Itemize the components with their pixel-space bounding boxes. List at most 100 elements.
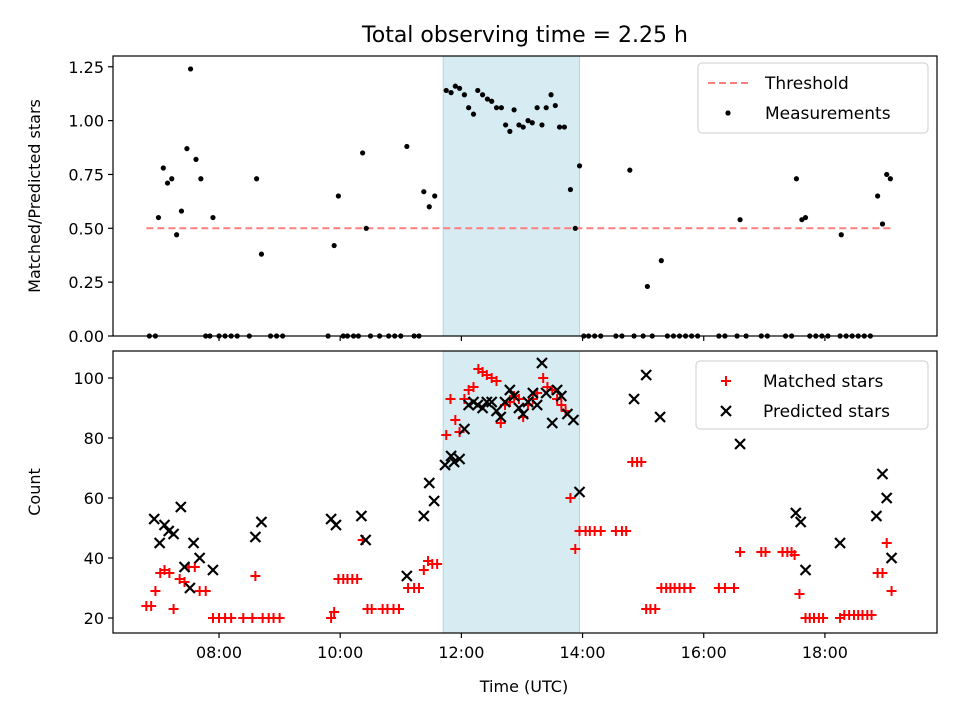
data-point (352, 574, 363, 584)
data-point (881, 538, 892, 548)
data-point (543, 105, 549, 111)
data-point (193, 156, 199, 162)
data-point (640, 369, 652, 381)
data-point (456, 85, 463, 91)
data-point (178, 208, 185, 214)
data-point (654, 411, 666, 423)
data-point (536, 357, 548, 369)
data-point (517, 408, 529, 420)
data-point (799, 564, 812, 576)
data-point (876, 468, 889, 480)
data-point (508, 390, 520, 402)
y-tick-label: 20 (84, 609, 104, 628)
data-point (793, 176, 800, 182)
data-point (887, 176, 893, 182)
data-point (534, 105, 540, 111)
y-tick-label: 80 (84, 429, 104, 448)
data-point (734, 438, 746, 450)
data-point (729, 583, 740, 593)
data-point (426, 204, 432, 210)
data-point (418, 565, 429, 575)
data-point (150, 586, 161, 596)
data-point (561, 124, 567, 130)
data-point (258, 251, 265, 257)
y-tick-label: 1.25 (68, 58, 104, 77)
x-axis-label: Time (UTC) (479, 677, 568, 696)
data-point (198, 176, 204, 182)
data-point (250, 571, 261, 581)
data-point (479, 92, 486, 98)
data-point (155, 214, 162, 221)
legend-marker-swatch (720, 405, 732, 417)
data-point (527, 387, 539, 399)
data-point (253, 176, 260, 182)
data-point (491, 376, 502, 386)
data-point (274, 613, 285, 623)
data-point (179, 577, 190, 587)
data-point (169, 176, 175, 182)
data-point (443, 87, 449, 94)
data-point (790, 507, 802, 519)
data-point (441, 430, 452, 440)
data-point (644, 283, 650, 290)
data-point (193, 552, 206, 564)
data-point (489, 98, 495, 104)
data-point (450, 415, 461, 425)
data-point (516, 122, 522, 128)
y-axis-label: Count (25, 468, 44, 516)
data-point (226, 613, 237, 623)
data-point (158, 519, 171, 531)
data-point (567, 414, 580, 426)
data-point (167, 528, 180, 540)
x-tick-label: 10:00 (317, 643, 363, 662)
data-point (421, 189, 427, 195)
data-point (355, 510, 368, 522)
data-point (737, 217, 743, 223)
y-tick-label: 0.25 (68, 273, 104, 292)
data-point (168, 604, 179, 614)
data-point (178, 561, 191, 573)
data-point (439, 459, 451, 471)
data-point (548, 92, 554, 98)
data-point (452, 83, 458, 89)
data-point (470, 111, 477, 117)
data-point (628, 393, 640, 405)
data-point (879, 221, 886, 227)
x-tick-label: 14:00 (560, 643, 606, 662)
data-point (189, 562, 200, 572)
data-point (802, 214, 809, 221)
data-point (885, 552, 898, 564)
data-point (249, 531, 262, 543)
data-point (522, 396, 534, 408)
x-tick-label: 16:00 (681, 643, 727, 662)
data-point (573, 486, 586, 498)
data-point (834, 537, 846, 549)
legend-box (697, 62, 929, 134)
y-axis-label: Matched/Predicted stars (25, 99, 44, 293)
data-point (184, 146, 190, 152)
data-point (404, 143, 410, 150)
data-point (335, 193, 341, 199)
data-point (493, 105, 500, 111)
data-point (255, 516, 268, 528)
legend-label: Threshold (764, 74, 849, 94)
legend: Matched stars Predicted stars (695, 360, 929, 430)
data-point (148, 513, 160, 525)
data-point (794, 516, 807, 528)
data-point (326, 613, 337, 623)
data-point (880, 492, 893, 504)
data-point (794, 589, 805, 599)
x-tick-label: 12:00 (438, 643, 484, 662)
data-point (453, 453, 466, 465)
data-point (432, 193, 438, 199)
data-point (884, 171, 890, 178)
data-point (359, 534, 372, 546)
data-point (238, 613, 249, 623)
data-point (461, 92, 468, 98)
y-tick-label: 100 (73, 369, 104, 388)
y-tick-label: 40 (84, 549, 104, 568)
data-point (621, 526, 632, 536)
data-point (685, 583, 696, 593)
data-point (423, 477, 436, 489)
